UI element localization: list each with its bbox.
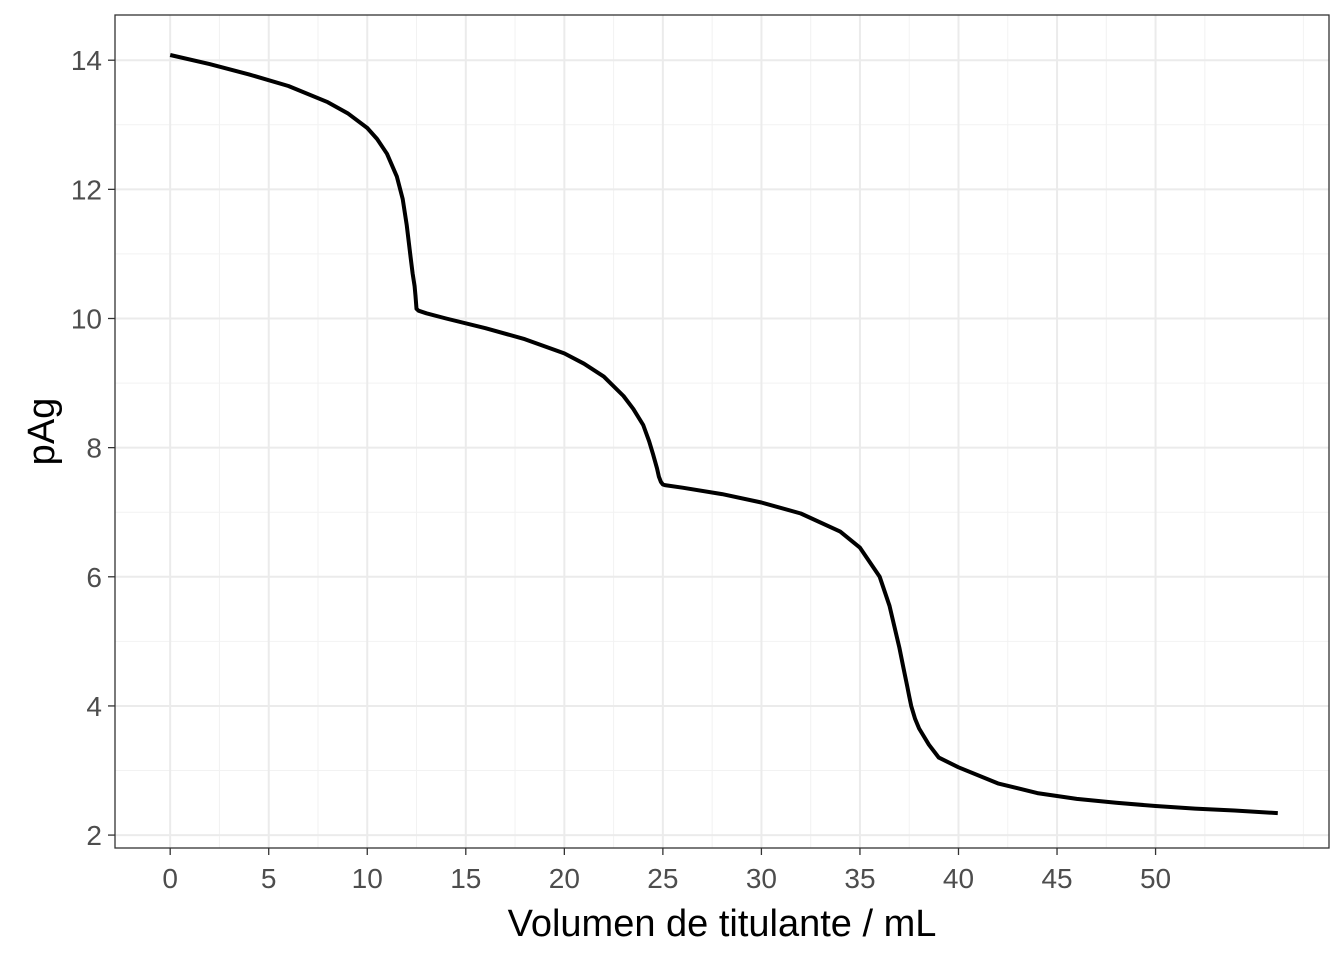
minor-gridlines (115, 15, 1329, 848)
y-tick-label: 12 (71, 174, 102, 205)
y-tick-label: 14 (71, 45, 102, 76)
x-tick-label: 20 (549, 863, 580, 894)
x-tick-label: 0 (162, 863, 178, 894)
y-axis: 2 4 6 8 10 12 14 (71, 45, 115, 851)
titration-curve (169, 53, 1278, 816)
y-tick-label: 8 (86, 433, 102, 464)
y-tick-label: 10 (71, 303, 102, 334)
major-gridlines (115, 15, 1329, 848)
x-tick-label: 30 (746, 863, 777, 894)
x-tick-label: 10 (352, 863, 383, 894)
x-tick-label: 40 (943, 863, 974, 894)
y-tick-label: 2 (86, 820, 102, 851)
x-axis: 0 5 10 15 20 25 30 35 40 45 50 (162, 848, 1171, 894)
x-tick-label: 5 (261, 863, 277, 894)
y-axis-title: pAg (21, 398, 63, 466)
x-tick-label: 50 (1140, 863, 1171, 894)
x-axis-title: Volumen de titulante / mL (508, 903, 937, 945)
series-layer (169, 53, 1278, 816)
y-tick-label: 4 (86, 691, 102, 722)
x-tick-label: 15 (450, 863, 481, 894)
y-tick-label: 6 (86, 562, 102, 593)
x-tick-label: 25 (647, 863, 678, 894)
x-tick-label: 35 (844, 863, 875, 894)
x-tick-label: 45 (1041, 863, 1072, 894)
panel-border (114, 14, 1330, 849)
